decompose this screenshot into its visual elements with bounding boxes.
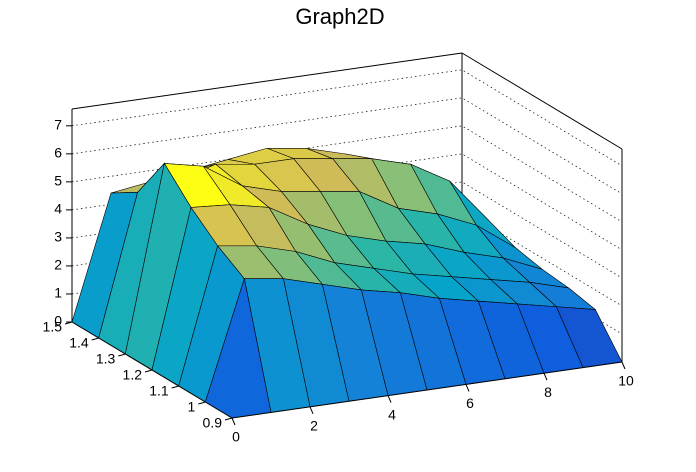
y-tick: [224, 417, 233, 421]
y-tick-label: 1.4: [69, 335, 89, 351]
y-tick: [198, 401, 206, 405]
x-tick-label: 10: [618, 373, 634, 389]
z-tick-label: 3: [54, 229, 62, 245]
y-tick: [144, 369, 153, 373]
y-tick-label: 1.5: [43, 319, 63, 335]
x-tick: [543, 373, 548, 381]
y-tick-label: 1.2: [123, 367, 143, 383]
x-tick: [231, 417, 236, 426]
z-tick-label: 7: [54, 117, 62, 133]
x-tick-label: 6: [466, 395, 474, 411]
grid-line: [71, 97, 623, 195]
x-tick: [465, 384, 470, 392]
x-tick-label: 8: [544, 384, 552, 400]
chart-title: Graph2D: [295, 4, 384, 29]
z-tick-label: 5: [54, 173, 62, 189]
z-tick-label: 2: [54, 257, 62, 273]
x-tick: [387, 395, 392, 403]
z-tick-label: 1: [54, 285, 62, 301]
grid-line: [71, 69, 623, 167]
y-tick: [118, 353, 126, 357]
frame-line: [71, 52, 463, 110]
frame-line: [461, 52, 623, 150]
grid-line: [71, 125, 623, 223]
x-tick-label: 0: [232, 429, 240, 445]
y-tick-label: 0.9: [203, 415, 223, 431]
x-tick: [309, 406, 314, 414]
y-tick-label: 1: [188, 399, 196, 415]
y-tick-label: 1.3: [96, 351, 116, 367]
x-axis: [231, 361, 623, 419]
x-tick-label: 4: [388, 406, 396, 422]
y-tick-label: 1.1: [149, 383, 169, 399]
z-tick-label: 6: [54, 145, 62, 161]
z-tick-label: 0: [54, 313, 62, 329]
y-tick: [91, 337, 99, 341]
z-tick-label: 4: [54, 201, 62, 217]
y-tick: [171, 385, 179, 389]
x-tick: [621, 361, 626, 370]
x-tick-label: 2: [310, 418, 318, 434]
y-tick: [64, 321, 73, 325]
